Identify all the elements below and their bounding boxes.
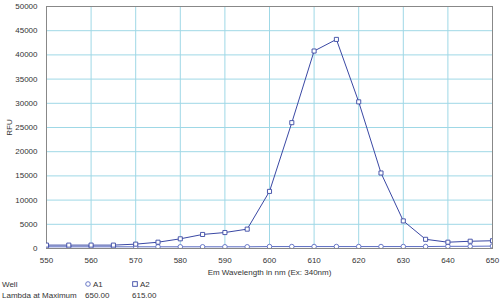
svg-text:35000: 35000 (15, 75, 38, 84)
svg-text:590: 590 (218, 256, 232, 265)
svg-text:620: 620 (352, 256, 366, 265)
svg-text:640: 640 (441, 256, 455, 265)
svg-text:650.00: 650.00 (85, 291, 110, 300)
svg-text:50000: 50000 (15, 2, 38, 11)
svg-text:560: 560 (84, 256, 98, 265)
svg-text:A2: A2 (140, 280, 150, 289)
svg-text:Well: Well (2, 280, 18, 289)
svg-text:550: 550 (40, 256, 54, 265)
svg-text:10000: 10000 (15, 196, 38, 205)
svg-text:610: 610 (307, 256, 321, 265)
svg-text:40000: 40000 (15, 50, 38, 59)
svg-text:570: 570 (129, 256, 143, 265)
svg-text:615.00: 615.00 (132, 291, 157, 300)
svg-text:0: 0 (33, 244, 38, 253)
svg-text:20000: 20000 (15, 147, 38, 156)
svg-text:5000: 5000 (20, 220, 38, 229)
svg-text:630: 630 (397, 256, 411, 265)
svg-text:650: 650 (486, 256, 500, 265)
svg-text:25000: 25000 (15, 123, 38, 132)
svg-text:45000: 45000 (15, 26, 38, 35)
svg-text:Lambda at Maximum: Lambda at Maximum (2, 291, 77, 300)
svg-text:15000: 15000 (15, 171, 38, 180)
svg-text:600: 600 (263, 256, 277, 265)
svg-text:RFU: RFU (5, 119, 14, 136)
svg-text:A1: A1 (93, 280, 103, 289)
svg-text:30000: 30000 (15, 99, 38, 108)
svg-text:Em Wavelength in nm (Ex: 340nm: Em Wavelength in nm (Ex: 340nm) (208, 268, 332, 277)
svg-text:580: 580 (174, 256, 188, 265)
